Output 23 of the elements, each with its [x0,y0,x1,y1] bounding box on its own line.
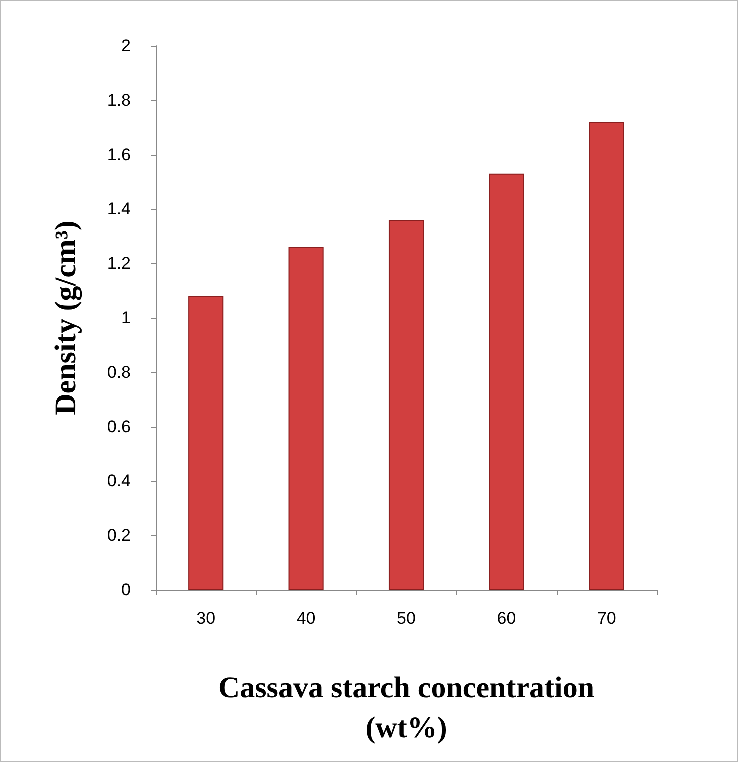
y-tick-label: 0.8 [107,362,131,382]
bar [589,122,624,590]
bar [489,174,524,590]
bar [388,220,424,590]
y-tick-label: 1.8 [107,90,131,110]
y-tick-label: 0.4 [107,472,131,491]
y-tick-label: 0 [122,580,131,600]
bar [288,247,324,590]
x-tick-label: 50 [397,609,416,628]
bar [188,296,224,590]
x-tick-label: 40 [296,609,316,628]
y-tick-label: 1 [122,308,131,328]
x-tick-label: 70 [597,609,616,628]
y-tick-label: 1.6 [107,145,131,164]
x-tick-label: 30 [196,609,216,628]
y-tick-label: 2 [122,36,131,56]
y-tick-label: 1.4 [107,200,131,219]
y-tick-label: 0.6 [107,417,131,436]
y-axis-title: Density (g/cm³) [50,220,82,416]
x-axis-title: Cassava starch concentration (wt%) [218,672,595,744]
x-tick-label: 60 [497,609,516,628]
y-tick-label: 0.2 [107,526,131,546]
y-tick-label: 1.2 [107,254,131,274]
